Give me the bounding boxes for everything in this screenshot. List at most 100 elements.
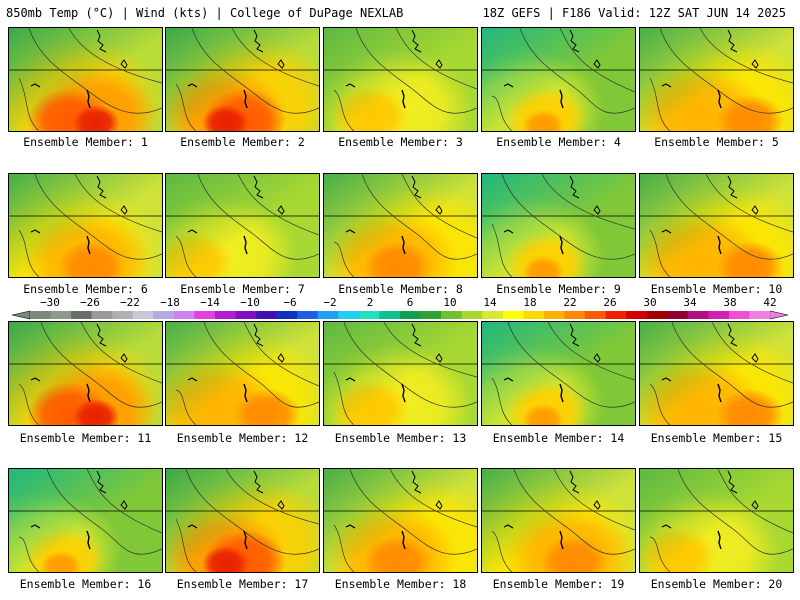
colorbar-low-arrow (11, 310, 31, 320)
coastline (277, 353, 285, 363)
river-line (86, 383, 91, 403)
colorbar-tick-labels: −30 −26 −22 −18 −14 −10 −6 −2 2 6 10 14 18 22 26 30 34 38… (10, 296, 790, 309)
colorbar-swatch (297, 311, 319, 319)
contour-line (507, 322, 635, 408)
colorbar-swatch (194, 311, 216, 319)
colorbar-swatch (235, 311, 257, 319)
colorbar-swatch (482, 311, 504, 319)
colorbar-swatch (667, 311, 689, 319)
contour-line (18, 536, 40, 572)
contour-line (40, 322, 162, 408)
colorbar-swatch (173, 311, 195, 319)
cool-north-field (9, 28, 162, 131)
coastline (120, 353, 128, 363)
coastline (569, 470, 580, 494)
contour-line (649, 383, 671, 425)
coastline (435, 500, 443, 510)
contour-line (501, 174, 635, 260)
contour-line (491, 223, 513, 277)
coastline (96, 470, 107, 494)
ensemble-member-label: Ensemble Member: 19 (492, 577, 625, 591)
ensemble-member-map (639, 173, 794, 278)
river-line (243, 89, 248, 109)
cool-north-field (9, 174, 162, 277)
coastline (187, 83, 198, 88)
coastline (277, 59, 285, 69)
contour-line (665, 174, 793, 260)
colorbar-tick-label: 22 (563, 296, 577, 309)
colorbar-swatch (728, 311, 750, 319)
colorbar-swatch (749, 311, 771, 319)
coastline (569, 29, 580, 53)
contour-line (175, 518, 197, 572)
river-line (243, 383, 248, 403)
coastline (345, 83, 356, 88)
contour-line (355, 28, 477, 114)
cool-north-field (324, 28, 477, 131)
contour-line (513, 469, 635, 555)
contour-line (541, 174, 635, 230)
river-line (86, 530, 91, 550)
contour-line (559, 28, 635, 93)
coastline (593, 500, 601, 510)
contour-line (18, 383, 40, 425)
ensemble-member-label: Ensemble Member: 6 (23, 282, 148, 296)
contour-line (185, 469, 319, 555)
colorbar-swatch (605, 311, 627, 319)
colorbar-swatch (646, 311, 668, 319)
contour-line (395, 28, 477, 90)
colorbar-tick-label: 18 (523, 296, 537, 309)
ensemble-member-map (639, 321, 794, 426)
ensemble-member-label: Ensemble Member: 8 (338, 282, 463, 296)
colorbar-high-arrow (769, 310, 789, 320)
coastline (593, 205, 601, 215)
contour-line (28, 28, 162, 114)
coastline (503, 229, 514, 234)
coastline (593, 59, 601, 69)
river-line (243, 530, 248, 550)
river-line (717, 89, 722, 109)
colorbar-swatch (420, 311, 442, 319)
coastline (253, 29, 264, 53)
colorbar-swatch (256, 311, 277, 319)
colorbar-tick-label: 10 (443, 296, 457, 309)
coastline (253, 175, 264, 199)
contour-line (349, 469, 477, 555)
coastline (120, 59, 128, 69)
colorbar-tick-label: −18 (160, 296, 180, 309)
coastline (503, 377, 514, 382)
contour-line (197, 174, 319, 260)
coastline (593, 353, 601, 363)
ensemble-member-map (165, 468, 320, 573)
ensemble-member-map (8, 27, 163, 132)
contour-line (553, 469, 635, 531)
coastline (661, 83, 672, 88)
contour-line (547, 322, 635, 381)
contour-line (333, 524, 355, 572)
river-line (86, 235, 91, 255)
contour-line (175, 235, 197, 277)
model-run-valid-time: 18Z GEFS | F186 Valid: 12Z SAT JUN 14 20… (482, 6, 786, 20)
ensemble-member-map (8, 468, 163, 573)
colorbar-scale (11, 310, 789, 320)
ensemble-member-map (481, 173, 636, 278)
ensemble-member-label: Ensemble Member: 13 (334, 431, 467, 445)
ensemble-member-label: Ensemble Member: 7 (180, 282, 305, 296)
river-line (401, 530, 406, 550)
colorbar-swatch (687, 311, 709, 319)
cool-north-field (640, 322, 793, 425)
coastline (569, 175, 580, 199)
contour-line (491, 95, 513, 131)
colorbar-swatch (91, 311, 113, 319)
contour-line (343, 322, 477, 408)
cool-north-field (9, 322, 162, 425)
coastline (345, 229, 356, 234)
contour-line (225, 469, 319, 525)
ensemble-member-map (481, 321, 636, 426)
contour-line (649, 536, 671, 572)
colorbar-tick-label: 38 (723, 296, 737, 309)
contour-line (243, 322, 319, 387)
coastline (751, 500, 759, 510)
coastline (727, 470, 738, 494)
ensemble-member-map (323, 321, 478, 426)
